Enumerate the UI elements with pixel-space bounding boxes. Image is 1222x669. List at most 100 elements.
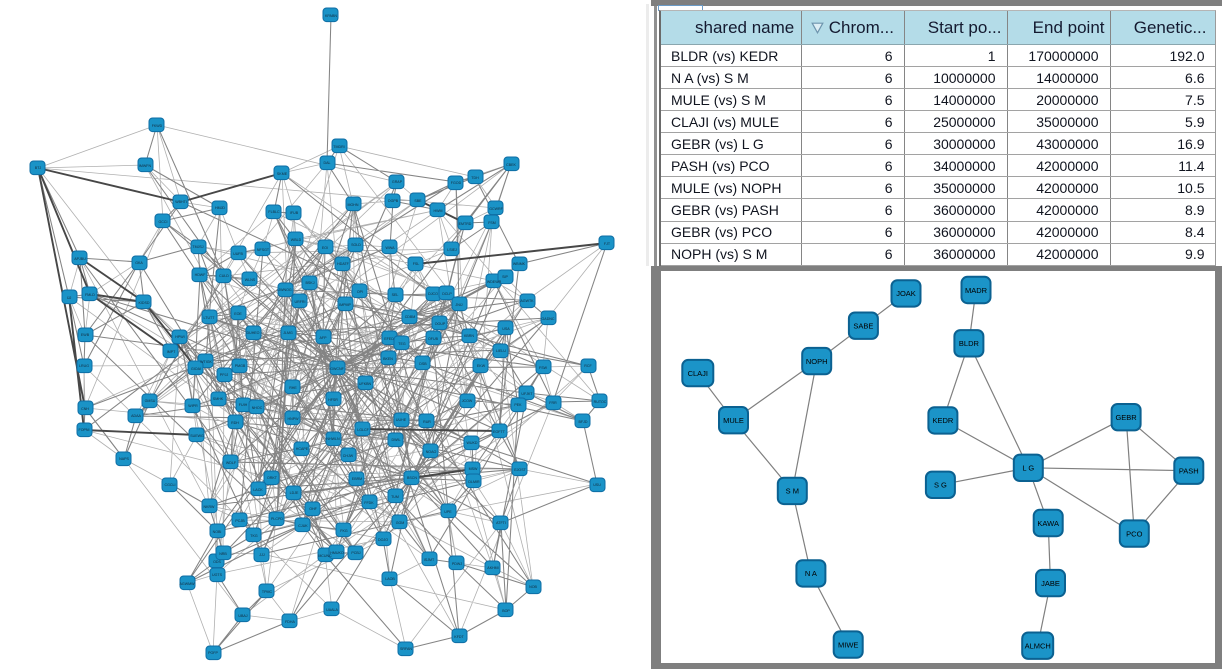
svg-text:N A: N A xyxy=(805,569,817,578)
svg-text:LTUTT: LTUTT xyxy=(204,316,216,320)
svg-text:EKW: EKW xyxy=(477,364,486,368)
svg-text:TMDRI: TMDRI xyxy=(333,145,344,149)
svg-text:HPWI: HPWI xyxy=(175,335,184,339)
svg-text:EMTRD: EMTRD xyxy=(459,222,472,226)
svg-text:NHOC: NHOC xyxy=(252,406,263,410)
svg-text:ADAA: ADAA xyxy=(131,414,141,418)
svg-text:WDEWR: WDEWR xyxy=(487,280,502,284)
svg-text:FRR: FRR xyxy=(549,401,557,405)
svg-text:CNH: CNH xyxy=(81,407,89,411)
svg-text:ORKT: ORKT xyxy=(267,476,278,480)
svg-text:IMWFN: IMWFN xyxy=(139,164,152,168)
svg-text:BSKJ: BSKJ xyxy=(306,281,315,285)
svg-text:ISJMT: ISJMT xyxy=(424,558,435,562)
svg-text:USU: USU xyxy=(593,483,601,487)
svg-text:TDH: TDH xyxy=(471,176,479,180)
svg-text:TUM: TUM xyxy=(391,495,399,499)
svg-text:MULE: MULE xyxy=(723,416,744,425)
svg-text:FKWD: FKWD xyxy=(152,124,163,128)
svg-text:FSM: FSM xyxy=(488,221,496,225)
svg-text:HDATF: HDATF xyxy=(337,262,350,266)
svg-text:NOBI: NOBI xyxy=(213,530,222,534)
svg-text:CGCLI: CGCLI xyxy=(165,483,176,487)
svg-text:FFDK: FFDK xyxy=(364,501,374,505)
svg-text:TPMC: TPMC xyxy=(262,590,273,594)
svg-text:LDJE: LDJE xyxy=(290,491,299,495)
svg-text:TMJSJ: TMJSJ xyxy=(192,245,203,249)
svg-text:NAPS: NAPS xyxy=(119,457,129,461)
svg-text:GADNC: GADNC xyxy=(542,317,555,321)
svg-text:MADR: MADR xyxy=(965,286,988,295)
svg-text:TKG: TKG xyxy=(250,534,258,538)
svg-text:FJT: FJT xyxy=(604,242,611,246)
svg-text:CULD: CULD xyxy=(219,274,229,278)
svg-text:RDH: RDH xyxy=(231,421,239,425)
svg-text:GCWRF: GCWRF xyxy=(489,207,503,211)
svg-text:NOB: NOB xyxy=(529,585,537,589)
svg-text:JNIJ: JNIJ xyxy=(455,303,462,307)
svg-text:FGOD: FGOD xyxy=(451,181,462,185)
svg-text:HNPW: HNPW xyxy=(288,417,300,421)
svg-text:BOP: BOP xyxy=(502,609,510,613)
svg-text:JCOW: JCOW xyxy=(462,399,473,403)
svg-text:GKA: GKA xyxy=(135,261,143,265)
svg-text:KAWA: KAWA xyxy=(1037,519,1059,528)
svg-text:WBIMK: WBIMK xyxy=(513,262,526,266)
svg-text:SBE: SBE xyxy=(414,199,422,203)
svg-text:SMHK: SMHK xyxy=(213,397,224,401)
svg-text:EOFTT: EOFTT xyxy=(493,430,506,434)
svg-text:FDHA: FDHA xyxy=(285,620,295,624)
svg-text:RCF: RCF xyxy=(584,364,592,368)
svg-text:OPI: OPI xyxy=(357,290,363,294)
svg-text:L G: L G xyxy=(1022,464,1034,473)
svg-text:IMPT: IMPT xyxy=(167,350,176,354)
svg-text:RUR: RUR xyxy=(423,420,431,424)
svg-text:IJJ: IJJ xyxy=(67,296,72,300)
svg-text:CHJW: CHJW xyxy=(343,454,354,458)
svg-text:DSB: DSB xyxy=(419,362,427,366)
svg-text:HMJD: HMJD xyxy=(215,206,225,210)
svg-text:PMGB: PMGB xyxy=(235,364,246,368)
svg-text:CBEK: CBEK xyxy=(506,163,516,167)
svg-text:FMLD: FMLD xyxy=(85,293,95,297)
svg-text:SRFAN: SRFAN xyxy=(400,647,412,651)
svg-text:KIDSD: KIDSD xyxy=(139,301,150,305)
svg-text:CDBM: CDBM xyxy=(405,315,416,319)
svg-text:TEG: TEG xyxy=(398,342,406,346)
svg-text:SKME: SKME xyxy=(277,172,288,176)
svg-text:RUTOC: RUTOC xyxy=(594,400,607,404)
svg-text:PPJJ: PPJJ xyxy=(220,373,229,377)
svg-text:OHF: OHF xyxy=(309,507,317,511)
svg-text:LRUG: LRUG xyxy=(79,364,89,368)
svg-text:CLAJI: CLAJI xyxy=(688,369,708,378)
svg-text:AGWTK: AGWTK xyxy=(520,299,534,303)
svg-text:HFSR: HFSR xyxy=(328,398,338,402)
svg-text:NOPH: NOPH xyxy=(806,357,828,366)
svg-text:MOHN: MOHN xyxy=(348,203,359,207)
svg-text:SIP: SIP xyxy=(502,275,508,279)
svg-text:DLMIR: DLMIR xyxy=(468,480,480,484)
svg-text:PCO: PCO xyxy=(1126,529,1142,538)
svg-text:KEDR: KEDR xyxy=(932,416,953,425)
svg-text:DOJO: DOJO xyxy=(378,538,388,542)
svg-text:AGWMW: AGWMW xyxy=(180,582,196,586)
svg-text:GEBR: GEBR xyxy=(1115,413,1137,422)
svg-text:PCJB: PCJB xyxy=(235,519,245,523)
svg-text:PASH: PASH xyxy=(1179,467,1199,476)
svg-text:KPABN: KPABN xyxy=(325,14,337,18)
svg-text:SABE: SABE xyxy=(853,322,873,331)
svg-text:JWNOG: JWNOG xyxy=(278,288,292,292)
svg-text:UUHE: UUHE xyxy=(396,418,407,422)
svg-text:SUEWG: SUEWG xyxy=(190,434,204,438)
svg-text:UFKBN: UFKBN xyxy=(359,382,372,386)
svg-text:EFED: EFED xyxy=(384,337,394,341)
svg-text:KFDT: KFDT xyxy=(454,635,464,639)
svg-text:ODS: ODS xyxy=(213,560,221,564)
svg-text:APJBU: APJBU xyxy=(74,257,86,261)
svg-text:LSIEJ: LSIEJ xyxy=(447,248,457,252)
svg-text:HMUKO: HMUKO xyxy=(330,551,344,555)
svg-text:IFUB: IFUB xyxy=(290,211,299,215)
svg-text:PCBJ: PCBJ xyxy=(351,551,360,555)
svg-text:OOUP: OOUP xyxy=(435,322,446,326)
svg-text:AFP: AFP xyxy=(320,336,328,340)
